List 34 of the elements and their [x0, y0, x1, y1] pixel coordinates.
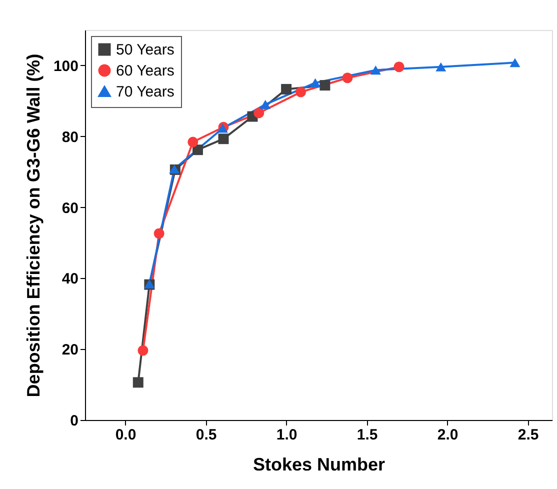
legend-label: 60 Years	[116, 62, 174, 80]
point	[192, 144, 203, 156]
point	[154, 228, 164, 239]
x-tick-label: 0.0	[115, 426, 136, 444]
point	[394, 62, 404, 72]
y-tick-label: 40	[62, 270, 78, 288]
point	[188, 136, 198, 148]
x-tick-label: 2.5	[518, 426, 539, 444]
point	[281, 84, 292, 94]
x-tick-label: 2.0	[437, 426, 458, 444]
point	[296, 86, 306, 98]
point	[436, 62, 446, 72]
point	[510, 58, 520, 68]
point	[260, 100, 271, 109]
x-axis-title: Stokes Number	[252, 454, 386, 474]
point	[132, 377, 144, 388]
x-tick-label: 1.0	[276, 426, 298, 444]
point	[254, 108, 264, 118]
legend-label: 50 Years	[116, 42, 174, 58]
point	[218, 134, 229, 144]
point	[320, 80, 330, 91]
y-axis-title: Deposition Efficiency on G3-G6 Wall (%)	[23, 54, 44, 398]
y-tick-label: 60	[62, 200, 78, 217]
point	[138, 345, 148, 356]
y-tick-label: 0	[70, 412, 78, 430]
x-tick-label: 0.5	[196, 426, 217, 444]
y-tick-label: 100	[53, 58, 78, 75]
point	[342, 72, 353, 84]
y-tick-label: 80	[62, 128, 78, 146]
point	[310, 78, 321, 88]
legend-label: 70 Years	[116, 84, 174, 100]
x-tick-label: 1.5	[356, 426, 378, 444]
y-tick-label: 20	[62, 342, 78, 359]
point	[370, 66, 381, 75]
